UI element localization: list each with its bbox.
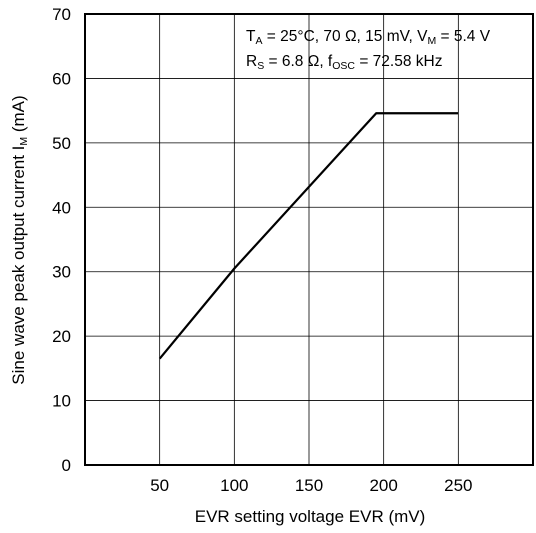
- annotation-line-1: TA = 25°C, 70 Ω, 15 mV, VM = 5.4 V: [246, 28, 491, 47]
- y-tick-label: 10: [52, 392, 71, 411]
- y-axis-label: Sine wave peak output current IM (mA): [9, 95, 30, 384]
- axes: [84, 13, 534, 466]
- x-tick-label: 150: [295, 476, 323, 495]
- plot-frame: [84, 13, 534, 466]
- annotation-line-2: RS = 6.8 Ω, fOSC = 72.58 kHz: [246, 53, 442, 72]
- series-line: [158, 112, 459, 360]
- y-tick-label: 70: [52, 5, 71, 24]
- tick-labels: 50 100 150 200 250 0 10 20 30 40 50 60 70: [52, 5, 472, 495]
- x-tick-label: 100: [220, 476, 248, 495]
- x-tick-label: 250: [444, 476, 472, 495]
- y-tick-label: 30: [52, 263, 71, 282]
- y-tick-label: 50: [52, 134, 71, 153]
- y-tick-label: 40: [52, 198, 71, 217]
- y-tick-label: 60: [52, 69, 71, 88]
- series-group: [158, 112, 459, 360]
- x-tick-label: 50: [150, 476, 169, 495]
- y-tick-label: 0: [62, 456, 71, 475]
- x-axis-label: EVR setting voltage EVR (mV): [195, 507, 426, 526]
- x-tick-label: 200: [369, 476, 397, 495]
- y-tick-label: 20: [52, 327, 71, 346]
- grid: [85, 14, 533, 465]
